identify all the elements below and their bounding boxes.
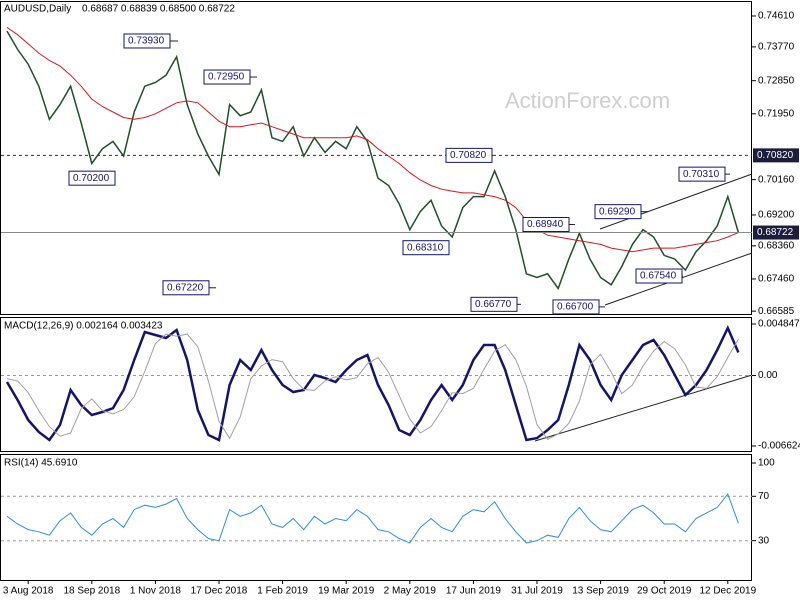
price-label: 0.67540 <box>640 271 677 282</box>
x-tick-label: 1 Feb 2019 <box>257 586 308 597</box>
x-tick-label: 29 Oct 2019 <box>637 586 692 597</box>
macd-title: MACD(12,26,9) 0.002164 0.003423 <box>4 321 163 332</box>
price-label-box <box>402 240 450 256</box>
y-tick-label: 70 <box>758 491 770 502</box>
price-label-box <box>162 280 210 296</box>
level-label: 0.70820 <box>757 150 794 161</box>
price-label-box <box>470 296 518 312</box>
x-tick-label: 17 Jun 2019 <box>446 586 501 597</box>
price-label: 0.73930 <box>128 36 165 47</box>
level-box <box>753 225 799 240</box>
price-label: 0.68310 <box>407 242 444 253</box>
x-tick-label: 1 Nov 2018 <box>130 586 182 597</box>
y-tick-label: -0.006624 <box>758 441 800 452</box>
price-label: 0.68940 <box>527 219 564 230</box>
price-label-box <box>678 166 726 182</box>
trend-line <box>599 173 753 230</box>
price-label: 0.66700 <box>557 302 594 313</box>
rsi-panel <box>0 454 752 581</box>
rsi-title: RSI(14) 45.6910 <box>4 458 78 469</box>
x-tick-label: 2 May 2019 <box>384 586 437 597</box>
trend-line <box>534 374 753 442</box>
price-label-box <box>123 33 171 49</box>
y-tick-label: 0.73770 <box>758 42 795 53</box>
ohlc-values: 0.68687 0.68839 0.68500 0.68722 <box>82 4 235 15</box>
y-tick-label: 100 <box>758 458 775 469</box>
y-tick-label: 0.00 <box>758 370 778 381</box>
y-tick-label: 0.71950 <box>758 108 795 119</box>
price-panel <box>0 1 752 315</box>
price-label: 0.66770 <box>475 299 512 310</box>
price-label-box <box>552 299 600 315</box>
y-tick-label: 0.68360 <box>758 240 795 251</box>
price-label-box <box>445 147 493 163</box>
series-line <box>6 493 739 544</box>
x-tick-label: 3 Aug 2018 <box>3 586 54 597</box>
price-label-box <box>522 217 570 233</box>
x-tick-label: 13 Sep 2019 <box>572 586 629 597</box>
price-label: 0.72950 <box>208 72 245 83</box>
y-tick-label: 0.72850 <box>758 75 795 86</box>
series-line <box>5 324 740 442</box>
x-tick-label: 18 Sep 2018 <box>63 586 120 597</box>
price-label-box <box>635 268 683 284</box>
level-box <box>753 148 799 163</box>
y-tick-label: 0.69200 <box>758 210 795 221</box>
price-label-box <box>594 204 642 220</box>
y-tick-label: 0.74610 <box>758 11 795 22</box>
y-tick-label: 0.66585 <box>758 306 795 317</box>
price-label: 0.70200 <box>73 173 110 184</box>
y-tick-label: 0.70160 <box>758 174 795 185</box>
price-label: 0.69290 <box>599 206 636 217</box>
y-tick-label: 30 <box>758 535 770 546</box>
y-tick-label: 0.67460 <box>758 274 795 285</box>
watermark: ActionForex.com <box>505 88 670 113</box>
series-line <box>6 30 740 291</box>
x-tick-label: 12 Dec 2019 <box>699 586 756 597</box>
chart-title: AUDUSD,Daily <box>4 4 71 15</box>
price-label: 0.70310 <box>683 169 720 180</box>
level-label: 0.68722 <box>757 227 794 238</box>
price-label-box <box>203 69 251 85</box>
macd-panel <box>0 317 752 452</box>
x-tick-label: 31 Jul 2019 <box>511 586 563 597</box>
x-tick-label: 19 Mar 2019 <box>318 586 375 597</box>
price-label: 0.70820 <box>450 150 487 161</box>
price-label-box <box>68 170 116 186</box>
series-line <box>6 333 739 440</box>
price-label: 0.67220 <box>167 282 204 293</box>
y-tick-label: 0.004847 <box>758 319 800 330</box>
series-line <box>6 26 739 253</box>
x-tick-label: 17 Dec 2018 <box>191 586 248 597</box>
